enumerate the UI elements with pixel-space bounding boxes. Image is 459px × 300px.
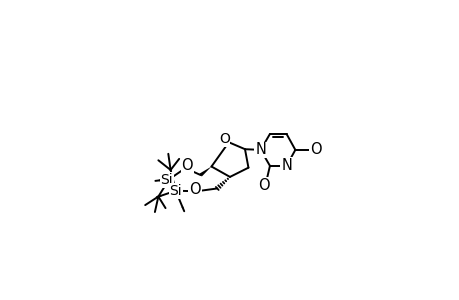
Text: O: O — [218, 133, 229, 146]
Text: N: N — [255, 142, 266, 158]
Text: Si: Si — [160, 173, 173, 187]
Text: N: N — [280, 158, 291, 173]
Polygon shape — [199, 167, 211, 176]
Text: Si: Si — [169, 184, 182, 198]
Text: O: O — [189, 182, 201, 197]
Text: O: O — [181, 158, 193, 173]
Text: O: O — [309, 142, 321, 158]
Text: O: O — [257, 178, 269, 193]
